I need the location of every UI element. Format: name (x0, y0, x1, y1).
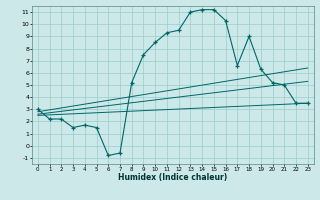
X-axis label: Humidex (Indice chaleur): Humidex (Indice chaleur) (118, 173, 228, 182)
